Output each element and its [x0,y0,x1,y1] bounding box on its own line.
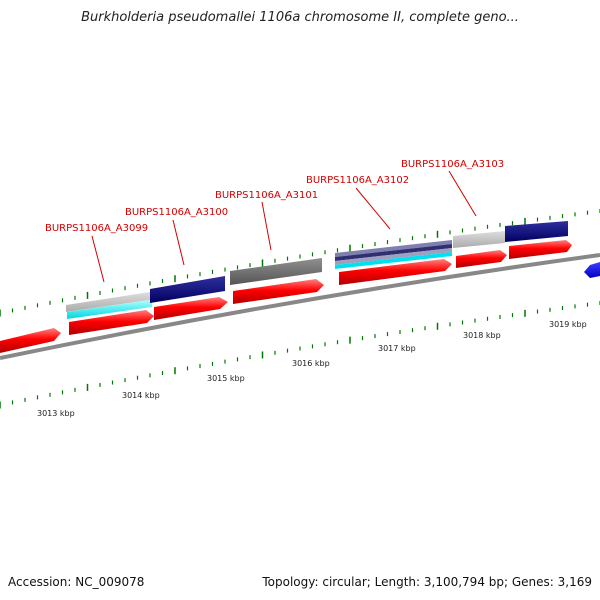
kbp-label-3018: 3018 kbp [463,331,501,340]
map-title: Burkholderia pseudomallei 1106a chromoso… [81,10,519,25]
cds-arrow-2[interactable] [69,310,154,335]
chromosome-backbone [0,253,600,360]
kbp-label-3014: 3014 kbp [122,391,160,400]
cds-arrow-1[interactable] [0,328,61,353]
cds-arrow-3[interactable] [154,297,228,320]
leader-3102 [355,187,391,230]
feature-gray[interactable] [230,258,322,285]
leader-3101 [261,201,272,251]
gene-label-3101[interactable]: BURPS1106A_A3101 [215,190,318,201]
blue-feature-arrow[interactable] [584,262,600,278]
feature-striped[interactable] [335,240,452,269]
cds-arrow-7[interactable] [509,240,572,259]
feature-cyan[interactable] [67,300,152,319]
feature-navy-a[interactable] [150,276,225,303]
gene-label-3103[interactable]: BURPS1106A_A3103 [401,159,504,170]
topology-text: Topology: circular; Length: 3,100,794 bp… [262,575,592,589]
kbp-label-3015: 3015 kbp [207,374,245,383]
feature-navy-b[interactable] [505,221,568,242]
leader-3103 [448,170,477,217]
leader-3099 [91,235,105,283]
inner-tick-track [0,301,600,409]
kbp-label-3017: 3017 kbp [378,344,416,353]
leader-3100 [172,219,185,266]
cds-arrow-5[interactable] [339,259,452,285]
kbp-label-3019: 3019 kbp [549,320,587,329]
kbp-label-3016: 3016 kbp [292,359,330,368]
kbp-label-3013: 3013 kbp [37,409,75,418]
gene-label-3102[interactable]: BURPS1106A_A3102 [306,175,409,186]
outer-tick-track [0,209,600,317]
cds-arrow-6[interactable] [456,250,507,268]
gene-label-3100[interactable]: BURPS1106A_A3100 [125,207,228,218]
accession-text: Accession: NC_009078 [8,575,145,589]
feature-lightgray-a[interactable] [66,292,150,312]
cds-arrow-4[interactable] [233,279,324,304]
feature-lightgray-b[interactable] [453,231,505,248]
gene-label-3099[interactable]: BURPS1106A_A3099 [45,223,148,234]
